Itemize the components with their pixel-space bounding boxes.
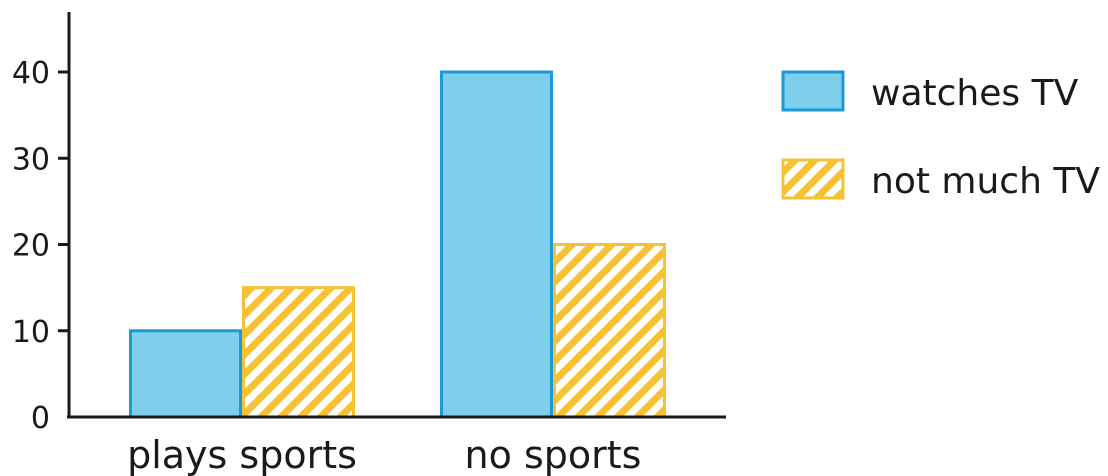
y-ticks: 0 10 20 30 40 [12,56,69,436]
bar-plays-sports-watches-TV [129,329,242,419]
y-tick-label: 30 [12,142,50,177]
y-tick-label: 10 [12,315,50,350]
bars-layer [129,70,666,419]
y-tick-label: 20 [12,229,50,264]
legend: watches TV not much TV [781,70,1100,202]
y-tick-label: 0 [31,401,50,436]
x-category-label: plays sports [127,433,357,476]
legend-swatch-not-much-TV [781,158,845,200]
legend-label: not much TV [871,161,1100,202]
y-tick-label: 40 [12,56,50,91]
x-category-label: no sports [465,433,642,476]
bar-no-sports-not-much-TV [553,243,666,419]
bar-plays-sports-not-much-TV [242,286,355,419]
legend-label: watches TV [871,73,1079,114]
x-category-labels: plays sports no sports [127,433,641,476]
legend-swatch-watches-TV [781,70,845,112]
bar-no-sports-watches-TV [440,70,553,419]
axes-layer [67,12,726,419]
